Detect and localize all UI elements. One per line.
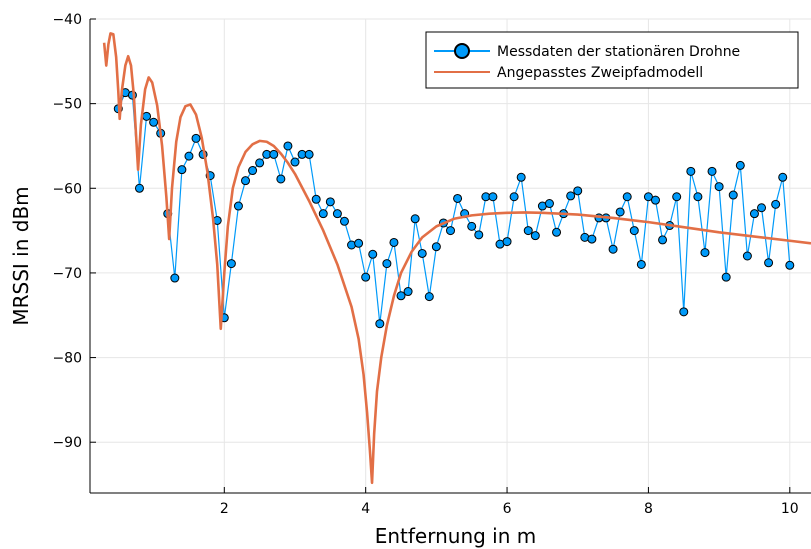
series-layer: [102, 32, 811, 485]
measured-data-point: [615, 207, 625, 217]
measured-data-point: [629, 226, 639, 236]
measured-data-point: [149, 117, 159, 127]
measured-data-point: [191, 133, 201, 143]
measured-data-point: [587, 234, 597, 244]
measured-data-point: [177, 165, 187, 175]
measured-data-point: [636, 259, 646, 269]
measured-data-point: [622, 192, 632, 202]
measured-data-point: [410, 214, 420, 224]
measured-data-point: [552, 227, 562, 237]
legend-box: [425, 31, 799, 89]
measured-data-point: [509, 192, 519, 202]
legend: Messdaten der stationären Drohne Angepas…: [425, 31, 799, 89]
measured-data-point: [290, 157, 300, 167]
measured-data-point: [255, 158, 265, 168]
measured-data-point: [502, 237, 512, 247]
measured-data-point: [311, 194, 321, 204]
x-tick-label: 4: [361, 501, 370, 517]
measured-data-point: [566, 191, 576, 201]
measured-data-point: [721, 272, 731, 282]
y-tick-label: −70: [52, 266, 82, 282]
measured-data-point: [530, 231, 540, 241]
measured-data-point: [304, 149, 314, 159]
measured-data-point: [643, 192, 653, 202]
measured-data-point: [757, 203, 767, 213]
model-series-line: [102, 32, 811, 485]
measured-data-point: [778, 172, 788, 182]
measured-data-point: [686, 166, 696, 176]
measured-data-point: [453, 193, 463, 203]
measured-data-point: [650, 195, 660, 205]
measured-data-point: [318, 209, 328, 219]
measured-data-point: [248, 166, 258, 176]
measured-data-point: [276, 174, 286, 184]
measured-data-point: [403, 287, 413, 297]
measured-data-point: [417, 248, 427, 258]
measured-data-point: [382, 259, 392, 269]
legend-label-model: Angepasstes Zweipfadmodell: [497, 65, 703, 81]
measured-data-point: [467, 221, 477, 231]
measured-data-point: [700, 248, 710, 258]
measured-data-point: [446, 226, 455, 236]
measured-data-point: [325, 197, 335, 207]
measured-data-point: [523, 226, 533, 236]
measured-data-point: [269, 149, 279, 159]
x-tick-label: 6: [503, 501, 512, 517]
measured-data-point: [516, 172, 526, 182]
measured-data-point: [368, 249, 378, 259]
legend-swatch-measured-marker: [454, 43, 470, 59]
x-axis-title: Entfernung in m: [375, 524, 537, 548]
measured-data-point: [241, 176, 251, 186]
measured-data-point: [354, 238, 364, 248]
measured-data-point: [142, 111, 152, 121]
tick-labels: 2 4 6 8 10 −40 −50 −60 −70 −80 −90: [52, 12, 798, 517]
measured-data-point: [742, 251, 752, 261]
measured-data-point: [728, 190, 738, 200]
measured-data-point: [375, 319, 385, 329]
measured-data-point: [170, 273, 180, 283]
measured-data-point: [424, 292, 434, 302]
measured-data-point: [771, 199, 781, 209]
y-tick-label: −50: [52, 97, 82, 113]
measured-data-point: [339, 216, 349, 226]
grid-lines: [90, 18, 811, 493]
y-tick-label: −60: [52, 181, 82, 197]
x-tick-label: 10: [781, 501, 799, 517]
measured-data-point: [396, 291, 406, 301]
axes: [89, 18, 811, 494]
y-axis-title: MRSSI in dBm: [9, 186, 33, 325]
measured-data-point: [184, 151, 194, 161]
measured-data-point: [361, 272, 371, 282]
legend-label-measured: Messdaten der stationären Drohne: [497, 44, 740, 60]
y-tick-label: −40: [52, 12, 82, 28]
measured-data-point: [679, 307, 689, 317]
y-tick-label: −80: [52, 351, 82, 367]
x-tick-label: 2: [220, 501, 229, 517]
measured-data-point: [389, 237, 399, 247]
measured-data-point: [785, 260, 795, 270]
measured-data-point: [233, 201, 243, 211]
measured-data-point: [332, 209, 342, 219]
y-tick-label: −90: [52, 435, 82, 451]
measured-data-point: [573, 186, 583, 196]
measured-data-point: [488, 192, 498, 202]
measured-data-point: [431, 242, 441, 252]
measured-data-point: [672, 192, 682, 202]
measured-data-point: [693, 192, 703, 202]
measured-data-point: [764, 258, 774, 268]
x-tick-label: 8: [644, 501, 653, 517]
measured-data-point: [707, 166, 717, 176]
measured-data-point: [283, 141, 293, 151]
measured-series-line: [117, 91, 791, 324]
measured-data-point: [544, 199, 554, 209]
measured-data-point: [474, 230, 484, 240]
measured-data-point: [608, 244, 618, 254]
measured-data-point: [134, 183, 144, 193]
measured-data-point: [735, 160, 745, 170]
measured-data-point: [749, 209, 759, 219]
measured-data-point: [714, 182, 724, 192]
measured-data-point: [658, 235, 668, 245]
measured-data-point: [226, 259, 236, 269]
